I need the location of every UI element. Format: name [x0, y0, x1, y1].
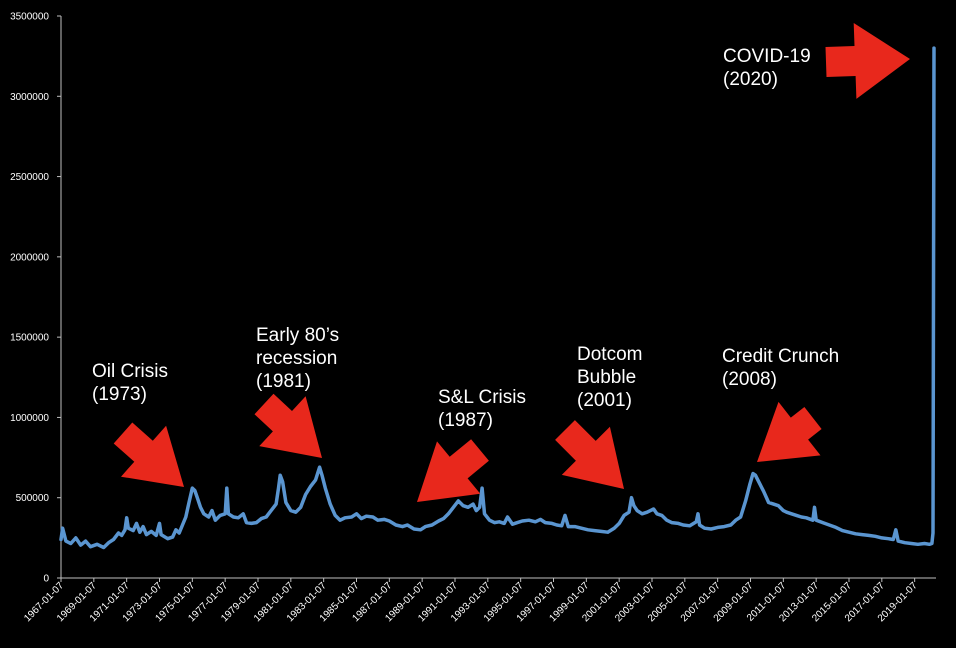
y-tick-label: 3500000 — [10, 12, 49, 23]
early-80s-label: Early 80’s — [256, 325, 339, 346]
covid-arrow — [825, 23, 910, 99]
x-axis-ticks: 1967-01-071969-01-071971-01-071973-01-07… — [22, 578, 920, 624]
dotcom-arrow — [555, 420, 624, 489]
y-tick-label: 1000000 — [10, 413, 49, 424]
credit-crunch-label: (2008) — [722, 369, 777, 390]
y-tick-label: 500000 — [16, 493, 50, 504]
covid-label: (2020) — [723, 69, 778, 90]
early-80s-arrow — [254, 393, 322, 458]
y-tick-label: 1500000 — [10, 333, 49, 344]
axes — [60, 16, 936, 579]
y-tick-label: 2000000 — [10, 252, 49, 263]
dotcom-label: (2001) — [577, 390, 632, 411]
series-group — [59, 46, 936, 550]
early-80s-label: (1981) — [256, 371, 311, 392]
oil-crisis-label: Oil Crisis — [92, 361, 168, 382]
y-tick-label: 0 — [43, 574, 49, 585]
oil-crisis-label: (1973) — [92, 384, 147, 405]
annotation-labels: Oil Crisis(1973) Early 80’srecession(1981… — [92, 46, 839, 431]
oil-crisis-arrow — [113, 422, 184, 487]
y-tick-label: 3000000 — [10, 92, 49, 103]
series-line — [59, 46, 936, 550]
y-tick-label: 2500000 — [10, 172, 49, 183]
dotcom-label: Dotcom — [577, 344, 642, 365]
sl-crisis-label: (1987) — [438, 410, 493, 431]
credit-crunch-arrow — [757, 401, 822, 462]
dotcom-label: Bubble — [577, 367, 636, 388]
credit-crunch-label: Credit Crunch — [722, 346, 839, 367]
sl-crisis-arrow — [417, 439, 489, 502]
annotation-arrows — [113, 23, 910, 502]
sl-crisis-label: S&L Crisis — [438, 387, 526, 408]
covid-label: COVID-19 — [723, 46, 811, 67]
early-80s-label: recession — [256, 348, 337, 369]
y-axis-ticks: 0 500000 1000000 1500000 2000000 2500000 30000… — [10, 12, 61, 585]
